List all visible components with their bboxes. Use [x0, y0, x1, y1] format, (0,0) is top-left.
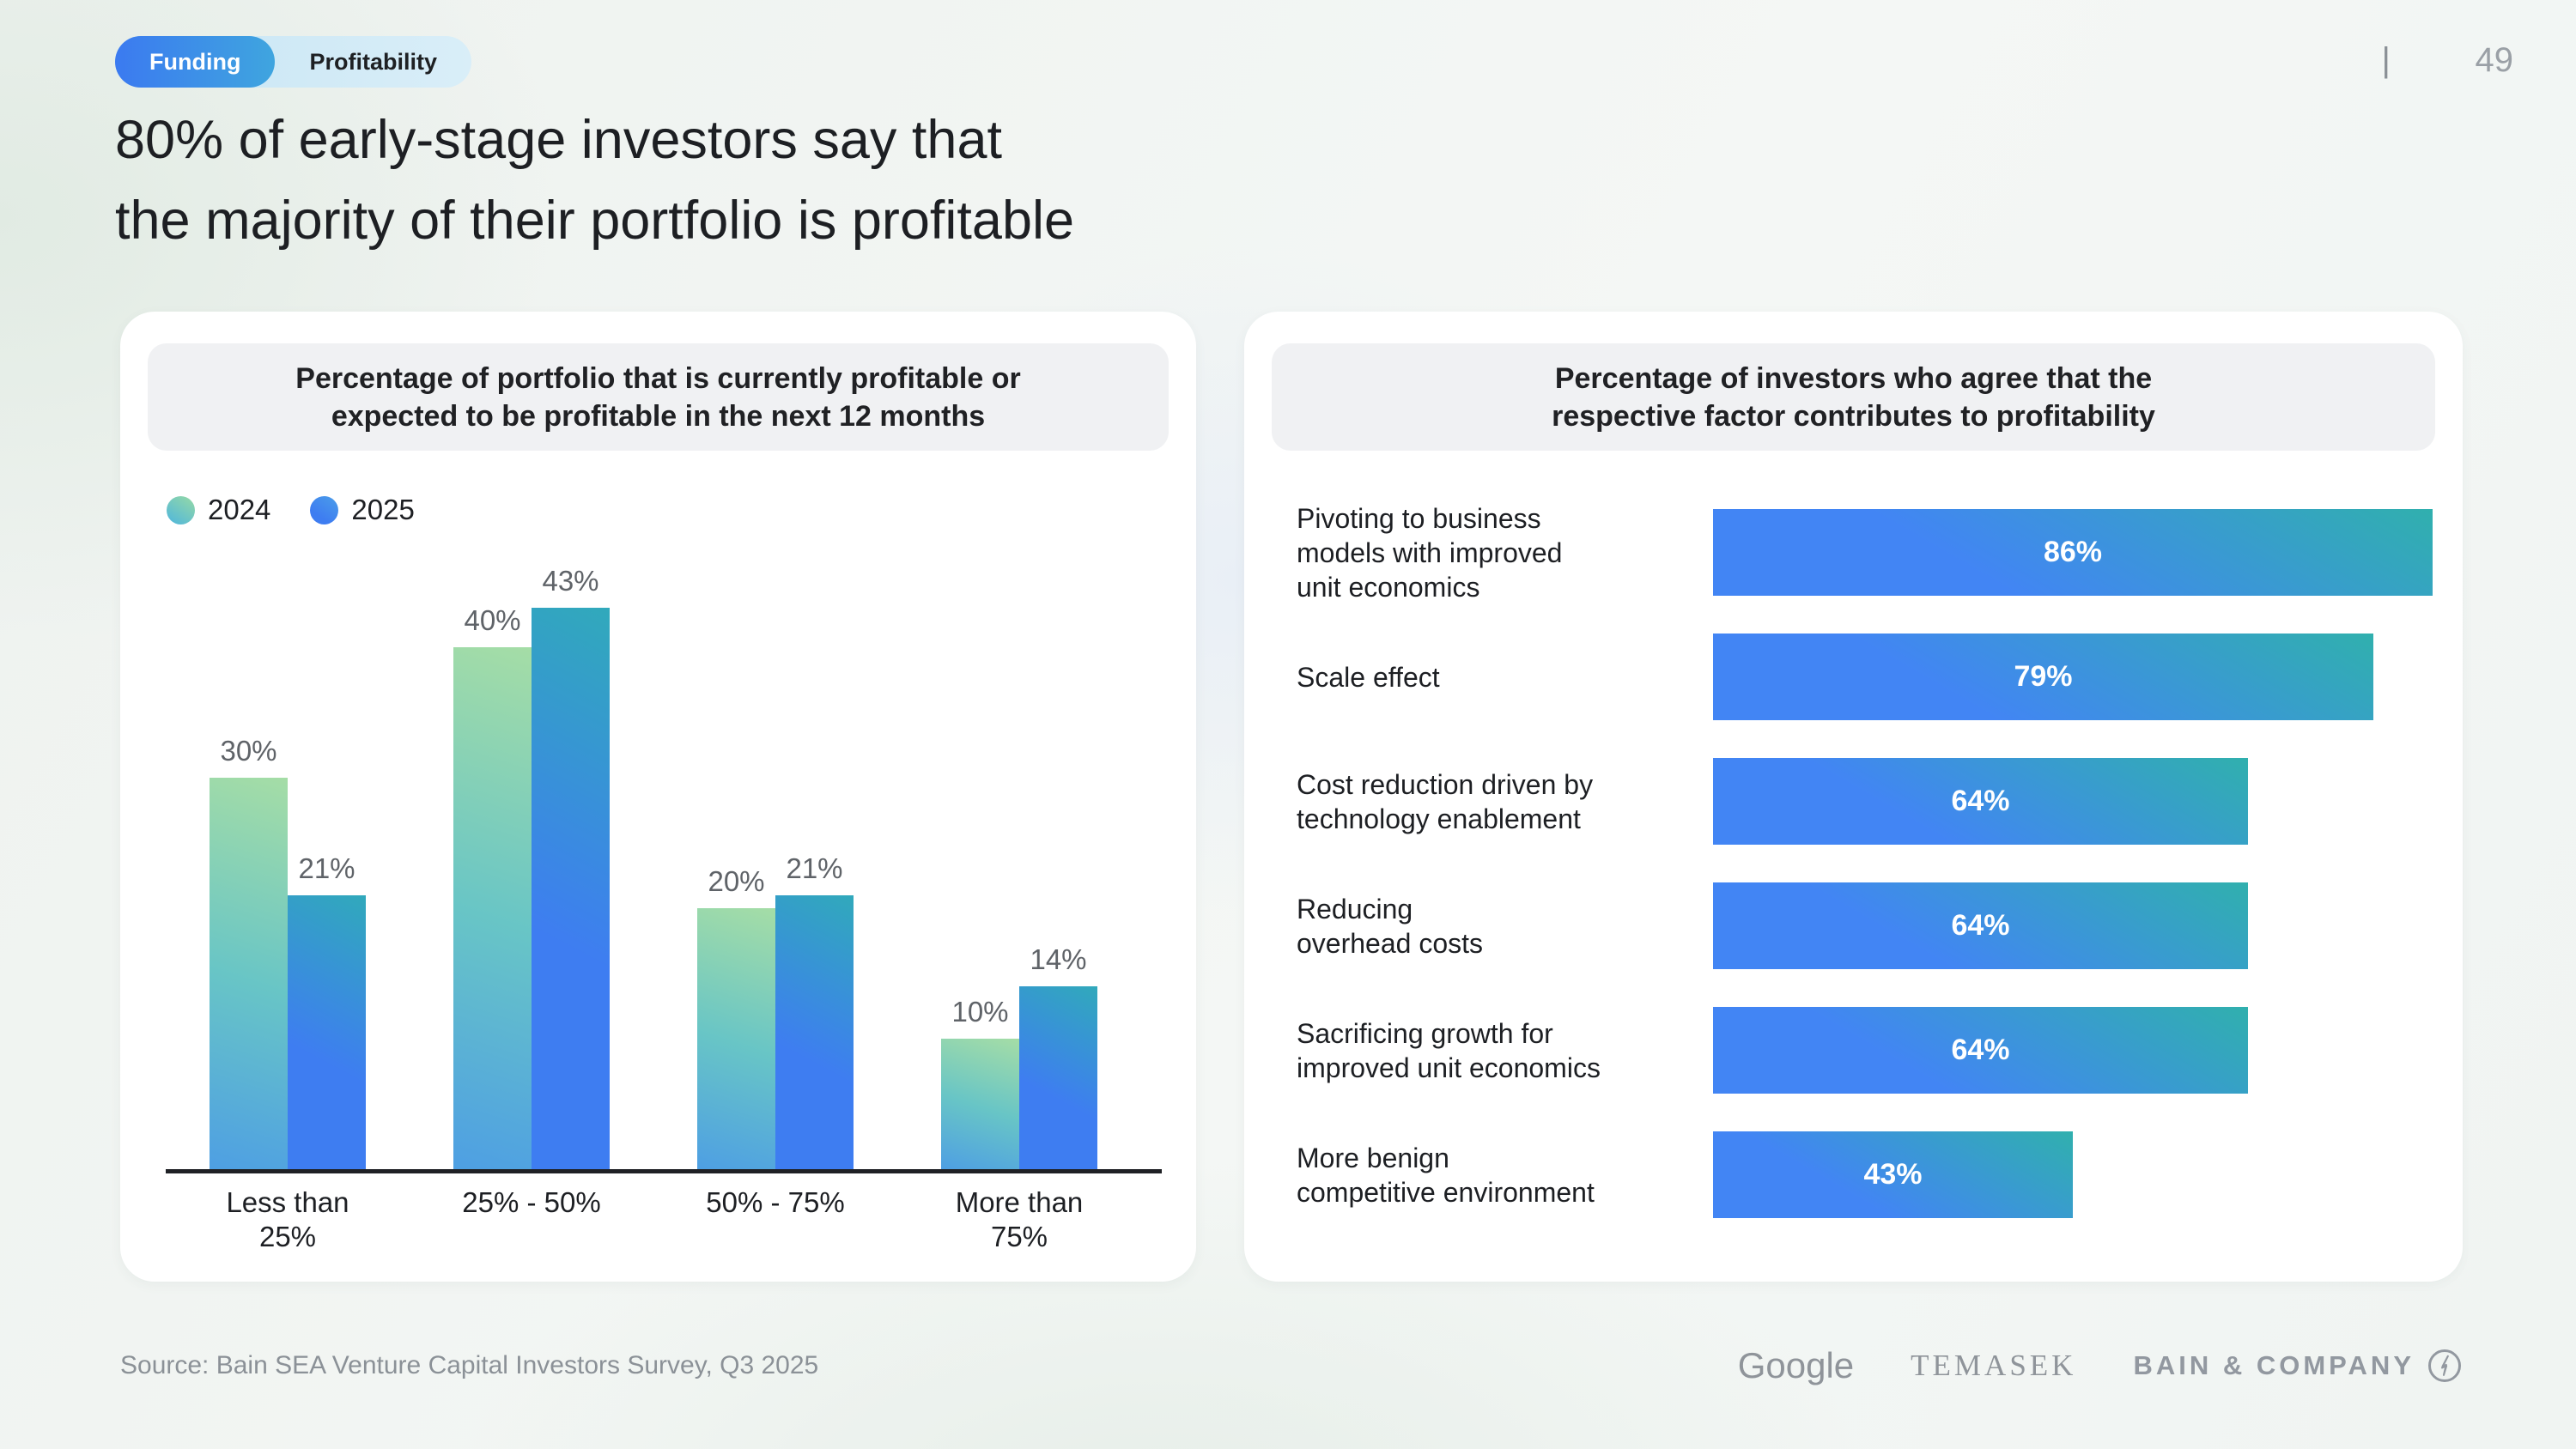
footer-logos: Google TEMASEK BAIN & COMPANY — [1738, 1345, 2463, 1386]
bar-value-label: 30% — [220, 735, 277, 767]
bar-value-label: 20% — [708, 865, 765, 897]
factor-label: Reducing overhead costs — [1297, 893, 1484, 959]
chart-legend: 2024 2025 — [167, 494, 1169, 526]
factor-label: More benign competitive environment — [1297, 1142, 1595, 1208]
legend-item-2025: 2025 — [310, 494, 415, 526]
bar-value-label: 21% — [786, 852, 843, 884]
horizontal-bar-plot: Pivoting to business models with improve… — [1272, 503, 2435, 1218]
bar-value-label: 43% — [542, 565, 599, 597]
bar-2024 — [210, 778, 288, 1169]
grouped-bar-plot: 30% 21% 40% 43% 20% 21% 10% 14% — [166, 560, 1162, 1169]
bar-value-label: 40% — [464, 604, 521, 636]
factor-value-label: 64% — [1951, 1034, 2010, 1066]
profitability-factors-card: Percentage of investors who agree that t… — [1244, 312, 2463, 1282]
bar-2025 — [532, 608, 610, 1169]
left-chart-title: Percentage of portfolio that is currentl… — [148, 343, 1169, 451]
right-chart-title: Percentage of investors who agree that t… — [1272, 343, 2435, 451]
bar-value-label: 10% — [951, 996, 1009, 1028]
factor-row: Scale effect 79% — [1297, 634, 2435, 720]
bar-2024 — [941, 1039, 1019, 1169]
factor-bar: 43% — [1713, 1131, 2073, 1218]
factor-label: Sacrificing growth for improved unit eco… — [1297, 1017, 1601, 1083]
factor-value-label: 64% — [1951, 785, 2010, 817]
factor-value-label: 79% — [2014, 660, 2073, 693]
bain-company-logo: BAIN & COMPANY — [2133, 1348, 2463, 1384]
legend-item-2024: 2024 — [167, 494, 270, 526]
factor-bar: 64% — [1713, 758, 2248, 845]
factor-label: Scale effect — [1297, 661, 1440, 693]
factor-label: Cost reduction driven by technology enab… — [1297, 768, 1594, 834]
bar-2025 — [288, 895, 366, 1169]
bar-2024 — [453, 647, 532, 1169]
factor-row: More benign competitive environment 43% — [1297, 1131, 2435, 1218]
factor-bar: 64% — [1713, 1007, 2248, 1094]
legend-dot-2024 — [167, 495, 195, 524]
footer: Source: Bain SEA Venture Capital Investo… — [120, 1336, 2463, 1396]
page-number-divider: | — [2381, 41, 2391, 79]
google-logo: Google — [1737, 1345, 1855, 1385]
factor-row: Sacrificing growth for improved unit eco… — [1297, 1007, 2435, 1094]
factor-value-label: 64% — [1951, 909, 2010, 942]
factor-value-label: 43% — [1863, 1158, 1923, 1191]
bar-2024 — [697, 908, 775, 1169]
page-number-value: 49 — [2475, 41, 2514, 79]
bain-company-wordmark: BAIN & COMPANY — [2133, 1350, 2415, 1380]
page-title: 80% of early-stage investors say that th… — [115, 110, 1075, 251]
bar-group: 30% 21% — [166, 560, 410, 1169]
factor-value-label: 86% — [2043, 536, 2103, 568]
x-axis-labels: Less than 25% 25% - 50% 50% - 75% More than… — [166, 1185, 1162, 1254]
bar-value-label: 14% — [1030, 943, 1087, 975]
portfolio-profitability-card: Percentage of portfolio that is currentl… — [120, 312, 1196, 1282]
x-axis-line — [166, 1169, 1162, 1173]
grouped-bar-chart: 30% 21% 40% 43% 20% 21% 10% 14% Less than 25% 25… — [166, 560, 1162, 1254]
tab-funding[interactable]: Funding — [115, 36, 276, 88]
factor-bar: 79% — [1713, 634, 2373, 720]
page-number: | 49 — [2382, 41, 2514, 80]
bar-group: 10% 14% — [897, 560, 1141, 1169]
bar-value-label: 21% — [298, 852, 355, 884]
tab-profitability[interactable]: Profitability — [309, 48, 437, 75]
category-label: Less than 25% — [226, 1186, 349, 1252]
category-label: 25% - 50% — [462, 1186, 601, 1218]
source-note: Source: Bain SEA Venture Capital Investo… — [120, 1351, 819, 1379]
bain-logo-icon — [2428, 1349, 2461, 1382]
factor-row: Cost reduction driven by technology enab… — [1297, 758, 2435, 845]
legend-label-2025: 2025 — [351, 494, 415, 525]
temasek-logo: TEMASEK — [1911, 1349, 2077, 1382]
bar-group: 20% 21% — [653, 560, 897, 1169]
factor-label: Pivoting to business models with improve… — [1297, 502, 1563, 603]
bar-group: 40% 43% — [410, 560, 653, 1169]
legend-dot-2025 — [310, 495, 339, 524]
legend-label-2024: 2024 — [208, 494, 271, 525]
factor-bar: 64% — [1713, 882, 2248, 969]
factor-row: Pivoting to business models with improve… — [1297, 503, 2435, 603]
category-label: 50% - 75% — [706, 1186, 845, 1218]
factor-bar: 86% — [1713, 509, 2433, 596]
view-toggle: Funding Profitability — [115, 36, 471, 88]
category-label: More than 75% — [955, 1186, 1084, 1252]
factor-row: Reducing overhead costs 64% — [1297, 882, 2435, 969]
bar-2025 — [1019, 986, 1097, 1169]
bar-2025 — [775, 895, 854, 1169]
